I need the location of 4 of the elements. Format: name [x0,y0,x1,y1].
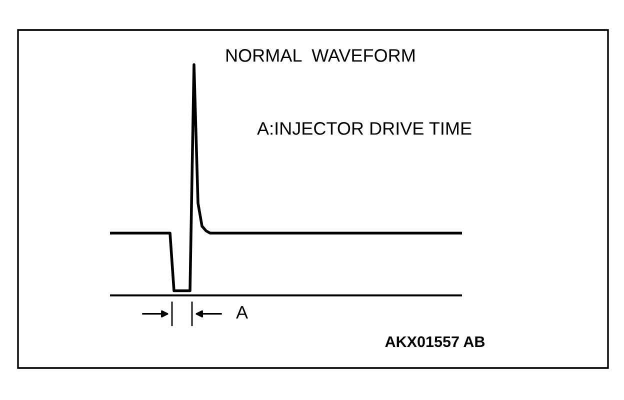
text: A:INJECTOR DRIVE TIME [257,122,472,135]
text: A [236,306,248,319]
chart-title: NORMAL WAVEFORM [226,49,414,62]
text: AKX01557 AB [385,336,485,348]
